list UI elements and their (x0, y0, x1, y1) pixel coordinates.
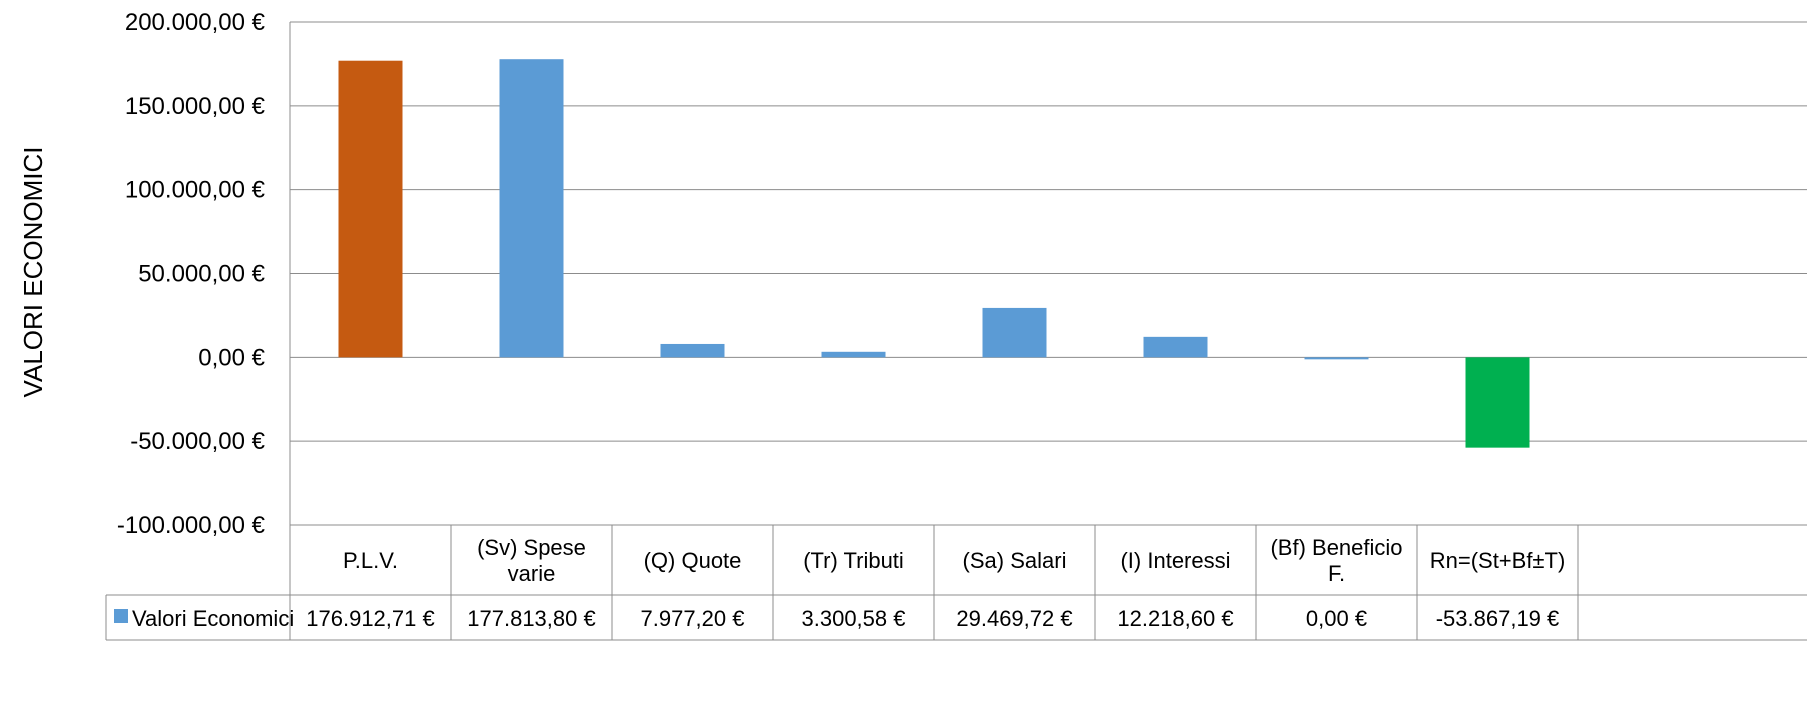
bar (821, 351, 886, 358)
x-tick-label: (Bf) Beneficio F. (1270, 535, 1402, 586)
data-table-value: 7.977,20 € (641, 606, 745, 631)
data-table-value: 29.469,72 € (956, 606, 1072, 631)
y-axis-ticks: 200.000,00 € 150.000,00 € 100.000,00 € 50.0… (117, 9, 266, 539)
bar (499, 59, 564, 358)
legend-swatch (114, 609, 128, 623)
bar (1143, 336, 1208, 358)
data-table-value: 12.218,60 € (1117, 606, 1233, 631)
y-tick-label: -50.000,00 € (130, 428, 265, 455)
data-table-value: -53.867,19 € (1436, 606, 1560, 631)
data-table-value: 3.300,58 € (802, 606, 906, 631)
x-tick-label: P.L.V. (343, 548, 398, 573)
y-tick-label: 100.000,00 € (125, 177, 266, 204)
data-table-value: 177.813,80 € (467, 606, 595, 631)
legend-series-name: Valori Economici (132, 606, 294, 631)
data-table: P.L.V. 176.912,71 € (Sv) Spese varie 177.813… (105, 525, 1807, 641)
bar (338, 60, 403, 358)
bars (338, 59, 1530, 448)
x-tick-label: (I) Interessi (1120, 548, 1230, 573)
y-tick-label: 200.000,00 € (125, 9, 266, 36)
y-tick-label: 150.000,00 € (125, 93, 266, 120)
y-axis-label: VALORI ECONOMICI (18, 147, 48, 398)
bar (1465, 357, 1530, 448)
bar (660, 343, 725, 358)
x-tick-label: (Sa) Salari (963, 548, 1067, 573)
x-tick-label: (Q) Quote (644, 548, 742, 573)
y-tick-label: 0,00 € (198, 344, 265, 371)
data-table-value: 176.912,71 € (306, 606, 434, 631)
bar (982, 307, 1047, 358)
x-tick-label: (Sv) Spese varie (477, 535, 586, 586)
y-tick-label: 50.000,00 € (138, 261, 265, 288)
x-tick-label: Rn=(St+Bf±T) (1430, 548, 1566, 573)
y-tick-label: -100.000,00 € (117, 512, 266, 539)
bar (1304, 357, 1369, 360)
x-tick-label: (Tr) Tributi (803, 548, 904, 573)
data-table-value: 0,00 € (1306, 606, 1367, 631)
